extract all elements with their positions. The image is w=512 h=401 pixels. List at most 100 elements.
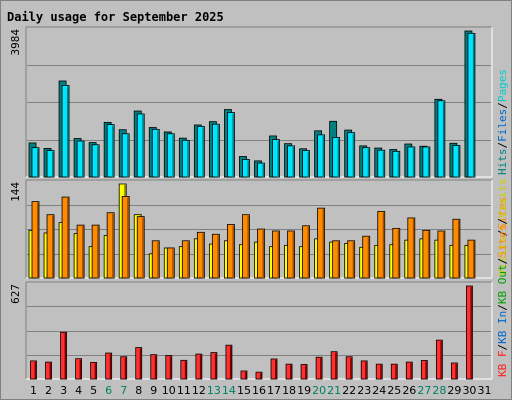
bar-hits-files <box>166 133 175 178</box>
bar-visits-sites <box>377 211 386 279</box>
legend-entry: KB In <box>496 311 509 344</box>
bar-hits-files <box>106 124 115 178</box>
bar-kbout-kb-f <box>315 356 323 380</box>
legend-entry: Visits <box>496 178 509 218</box>
bar-shade <box>142 114 144 177</box>
bar-shade <box>82 226 84 278</box>
bar-hits-files <box>181 139 190 178</box>
bar-shade <box>367 237 370 278</box>
bar-shade <box>109 354 112 379</box>
bar-visits-sites <box>76 224 85 279</box>
legend-hits: Hits/Files/Pages <box>496 69 509 175</box>
bar-shade <box>64 333 67 379</box>
bar-hits-files <box>452 145 461 178</box>
bar-shade <box>472 34 475 177</box>
bar-hits-files <box>362 147 371 178</box>
day-label: 18 <box>282 384 296 397</box>
bar-visits-sites <box>211 233 220 279</box>
bar-kbout-kb-f <box>30 360 37 380</box>
bar-shade <box>82 142 84 177</box>
bar-shade <box>365 361 367 379</box>
bar-shade <box>320 358 322 379</box>
bar-shade <box>275 359 277 379</box>
day-label: 8 <box>135 384 142 397</box>
bar-hits-files <box>211 123 220 178</box>
bar-kbout-kb-f <box>300 364 308 380</box>
bar-shade <box>350 357 352 379</box>
bar-hits-files <box>332 137 341 178</box>
bar-shade <box>440 341 442 379</box>
bar-shade <box>127 134 129 177</box>
bar-hits-files <box>287 145 295 178</box>
day-label: 6 <box>105 384 112 397</box>
bar-shade <box>262 230 264 278</box>
day-label: 9 <box>150 384 157 397</box>
bar-shade <box>97 145 99 177</box>
legend-entry: KB F <box>496 351 509 378</box>
bar-shade <box>307 226 310 278</box>
bar-hits-files <box>392 150 401 178</box>
bar-shade <box>322 209 325 278</box>
bar-shade <box>335 352 337 379</box>
bar-visits-sites <box>407 217 416 279</box>
bar-hits-files <box>196 126 205 178</box>
bar-shade <box>172 248 174 278</box>
bar-shade <box>322 135 325 177</box>
bar-kbout-kb-f <box>345 356 353 380</box>
bar-visits-sites <box>257 228 265 279</box>
bar-visits-sites <box>422 229 431 279</box>
bar-shade <box>305 365 307 379</box>
bar-kbout-kb-f <box>240 370 248 380</box>
bar-kbout-kb-f <box>225 344 233 380</box>
bar-kbout-kb-f <box>210 352 218 380</box>
day-label: 15 <box>237 384 251 397</box>
bar-shade <box>244 371 247 379</box>
bar-kbout-kb-f <box>45 361 52 380</box>
bar-shade <box>290 365 292 379</box>
bar-shade <box>112 125 114 177</box>
bar-shade <box>199 355 202 379</box>
bar-shade <box>97 226 99 278</box>
bar-visits-sites <box>227 224 235 279</box>
bar-shade <box>217 235 219 278</box>
bar-kbout-kb-f <box>150 354 158 380</box>
bar-visits-sites <box>332 240 341 279</box>
bar-visits-sites <box>452 218 461 279</box>
bar-hits-files <box>76 140 85 178</box>
bar-shade <box>380 365 382 379</box>
bar-visits-sites <box>136 216 145 279</box>
bar-visits-sites <box>166 247 175 279</box>
bar-shade <box>187 241 189 278</box>
bar-shade <box>337 138 340 177</box>
bar-shade <box>470 287 472 379</box>
bar-hits-files <box>227 112 235 178</box>
day-label: 26 <box>402 384 416 397</box>
bar-shade <box>139 348 142 379</box>
bar-visits-sites <box>151 240 160 279</box>
day-label: 27 <box>417 384 431 397</box>
day-label: 16 <box>252 384 266 397</box>
bar-kbout-kb-f <box>195 353 203 380</box>
day-label: 29 <box>447 384 461 397</box>
legend-entry: / <box>496 102 509 109</box>
bar-visits-sites <box>91 224 100 279</box>
bar-shade <box>277 232 280 278</box>
day-label: 25 <box>387 384 401 397</box>
day-label: 12 <box>192 384 206 397</box>
bar-shade <box>232 113 234 177</box>
legend-entry: / <box>496 344 509 351</box>
day-label: 30 <box>462 384 476 397</box>
bar-visits-sites <box>196 231 205 279</box>
day-label: 5 <box>90 384 97 397</box>
bar-kbout-kb-f <box>375 363 383 380</box>
bar-shade <box>142 217 144 278</box>
legend-entry: KB Out <box>496 264 509 304</box>
bar-kbout-kb-f <box>330 351 338 380</box>
day-axis: 1 2 3 4 5 6 7 8 9 10 11 12 13 14 15 16 17 18 19 20 21 22 23 24 2… <box>30 384 491 397</box>
legend-entry: / <box>496 218 509 225</box>
bar-hits-files <box>61 84 70 178</box>
bar-shade <box>259 373 262 379</box>
bar-kbout-kb-f <box>135 347 143 380</box>
bar-shade <box>382 151 385 177</box>
bar-shade <box>292 146 295 177</box>
